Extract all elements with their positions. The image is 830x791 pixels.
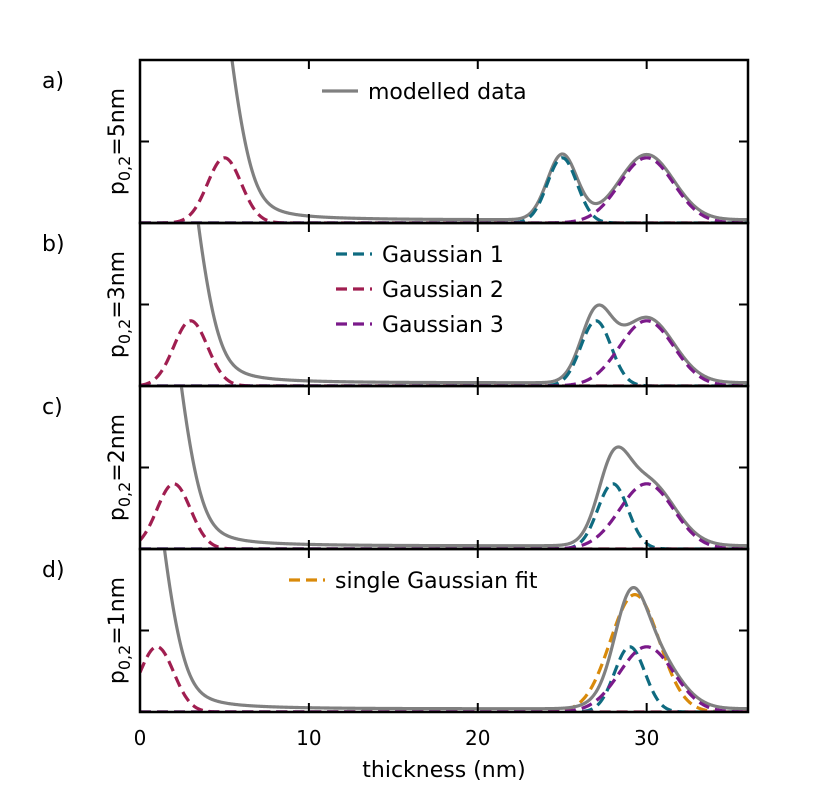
series-modelled-data xyxy=(179,386,748,548)
x-tick-label: 0 xyxy=(134,726,147,750)
series-gaussian1 xyxy=(140,156,748,223)
panel-letter: d) xyxy=(42,558,65,583)
panel-letter: c) xyxy=(42,395,63,420)
series-gaussian3 xyxy=(140,319,748,386)
series-gaussian1 xyxy=(140,482,748,549)
ylabel-sub: 0,2 xyxy=(115,645,134,670)
series-modelled-data xyxy=(230,60,748,222)
ylabel-main: p xyxy=(105,670,130,684)
ylabel-sub: 0,2 xyxy=(115,319,134,344)
ylabel-tail: =2nm xyxy=(105,414,130,482)
ylabel-tail: =5nm xyxy=(105,88,130,156)
panel-ylabel: p0,2=3nm xyxy=(105,251,134,358)
plot-area xyxy=(140,223,748,386)
panel-frame xyxy=(138,384,750,551)
series-gaussian2 xyxy=(140,156,748,223)
ylabel-sub: 0,2 xyxy=(115,482,134,507)
panel-a: a) p0,2=5nm modelled data xyxy=(42,58,750,225)
ylabel-tail: =3nm xyxy=(105,251,130,319)
legend-label-modelled: modelled data xyxy=(368,80,527,105)
panel-letter: b) xyxy=(42,232,65,257)
panel-ylabel: p0,2=1nm xyxy=(105,577,134,684)
legend-label-gaussian2: Gaussian 2 xyxy=(382,278,504,303)
plot-area xyxy=(140,549,748,712)
x-tick-label: 30 xyxy=(634,726,659,750)
ylabel-sub: 0,2 xyxy=(115,156,134,181)
x-axis: thickness (nm) 0 10 20 30 xyxy=(134,726,660,783)
ylabel-main: p xyxy=(105,181,130,195)
series-modelled-data xyxy=(162,549,748,711)
series-modelled-data xyxy=(196,223,748,385)
series-gaussian3 xyxy=(140,156,748,223)
panel-ylabel: p0,2=2nm xyxy=(105,414,134,521)
series-gaussian1 xyxy=(140,645,748,712)
panel-c: c) p0,2=2nm xyxy=(42,384,750,551)
series-gaussian3 xyxy=(140,645,748,712)
series-gaussian2 xyxy=(140,645,748,712)
plot-area xyxy=(140,386,748,549)
x-tick-label: 20 xyxy=(465,726,490,750)
x-tick-label: 10 xyxy=(296,726,321,750)
ylabel-main: p xyxy=(105,507,130,521)
panel-ylabel: p0,2=5nm xyxy=(105,88,134,195)
ylabel-main: p xyxy=(105,344,130,358)
panel-letter: a) xyxy=(42,69,64,94)
panel-b: b) p0,2=3nm Gaussian 1 Gaussian 2 Gaussian 3 xyxy=(42,221,750,388)
panel-d: d) p0,2=1nm single Gaussian fit xyxy=(42,547,750,714)
legend-label-single: single Gaussian fit xyxy=(335,569,538,594)
series-gaussian2 xyxy=(140,482,748,549)
series-gaussian3 xyxy=(140,482,748,549)
x-axis-label: thickness (nm) xyxy=(362,758,525,783)
legend-label-gaussian3: Gaussian 3 xyxy=(382,313,504,338)
legend-label-gaussian1: Gaussian 1 xyxy=(382,243,504,268)
ylabel-tail: =1nm xyxy=(105,577,130,645)
plot-area xyxy=(140,60,748,223)
